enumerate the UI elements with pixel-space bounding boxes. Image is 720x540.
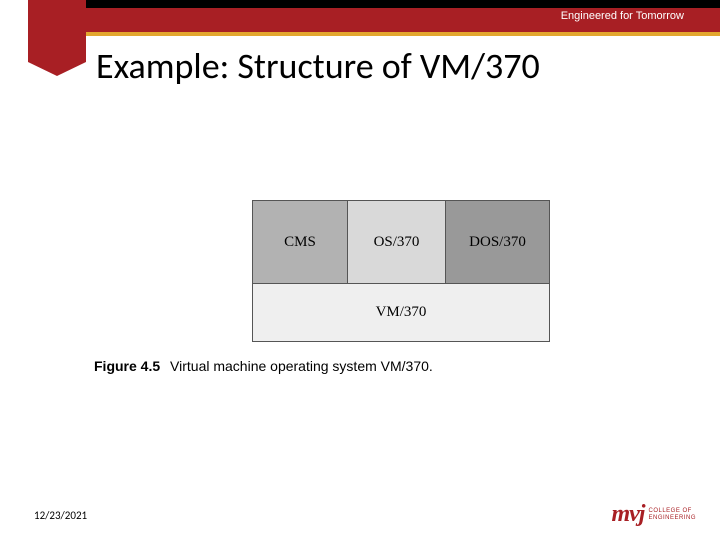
red-tab <box>28 32 86 62</box>
mvj-logo: mvj COLLEGE OF ENGINEERING <box>611 501 696 528</box>
footer-date: 12/23/2021 <box>34 509 87 522</box>
red-triangle <box>28 62 86 76</box>
header-main: Engineered for Tomorrow <box>86 0 720 32</box>
box-os370: OS/370 <box>348 200 446 284</box>
slide-title: Example: Structure of VM/370 <box>96 44 540 88</box>
caption-text: Virtual machine operating system VM/370. <box>170 358 433 374</box>
logo-text: mvj <box>611 501 644 528</box>
box-dos370: DOS/370 <box>446 200 550 284</box>
logo-sub-line1: COLLEGE OF <box>648 508 696 515</box>
logo-sub-line2: ENGINEERING <box>648 515 696 522</box>
diagram-top-row: CMS OS/370 DOS/370 <box>252 200 550 284</box>
gold-stripe <box>86 32 720 36</box>
header-tagline: Engineered for Tomorrow <box>561 10 684 22</box>
box-cms: CMS <box>252 200 348 284</box>
logo-subtext: COLLEGE OF ENGINEERING <box>648 508 696 521</box>
vm370-diagram: CMS OS/370 DOS/370 VM/370 <box>252 200 550 342</box>
header-gap <box>0 0 28 32</box>
header-bar: Engineered for Tomorrow <box>0 0 720 32</box>
caption-label: Figure 4.5 <box>94 358 160 374</box>
header-red-block <box>28 0 86 32</box>
box-vm370: VM/370 <box>252 284 550 342</box>
figure-caption: Figure 4.5 Virtual machine operating sys… <box>94 358 433 374</box>
